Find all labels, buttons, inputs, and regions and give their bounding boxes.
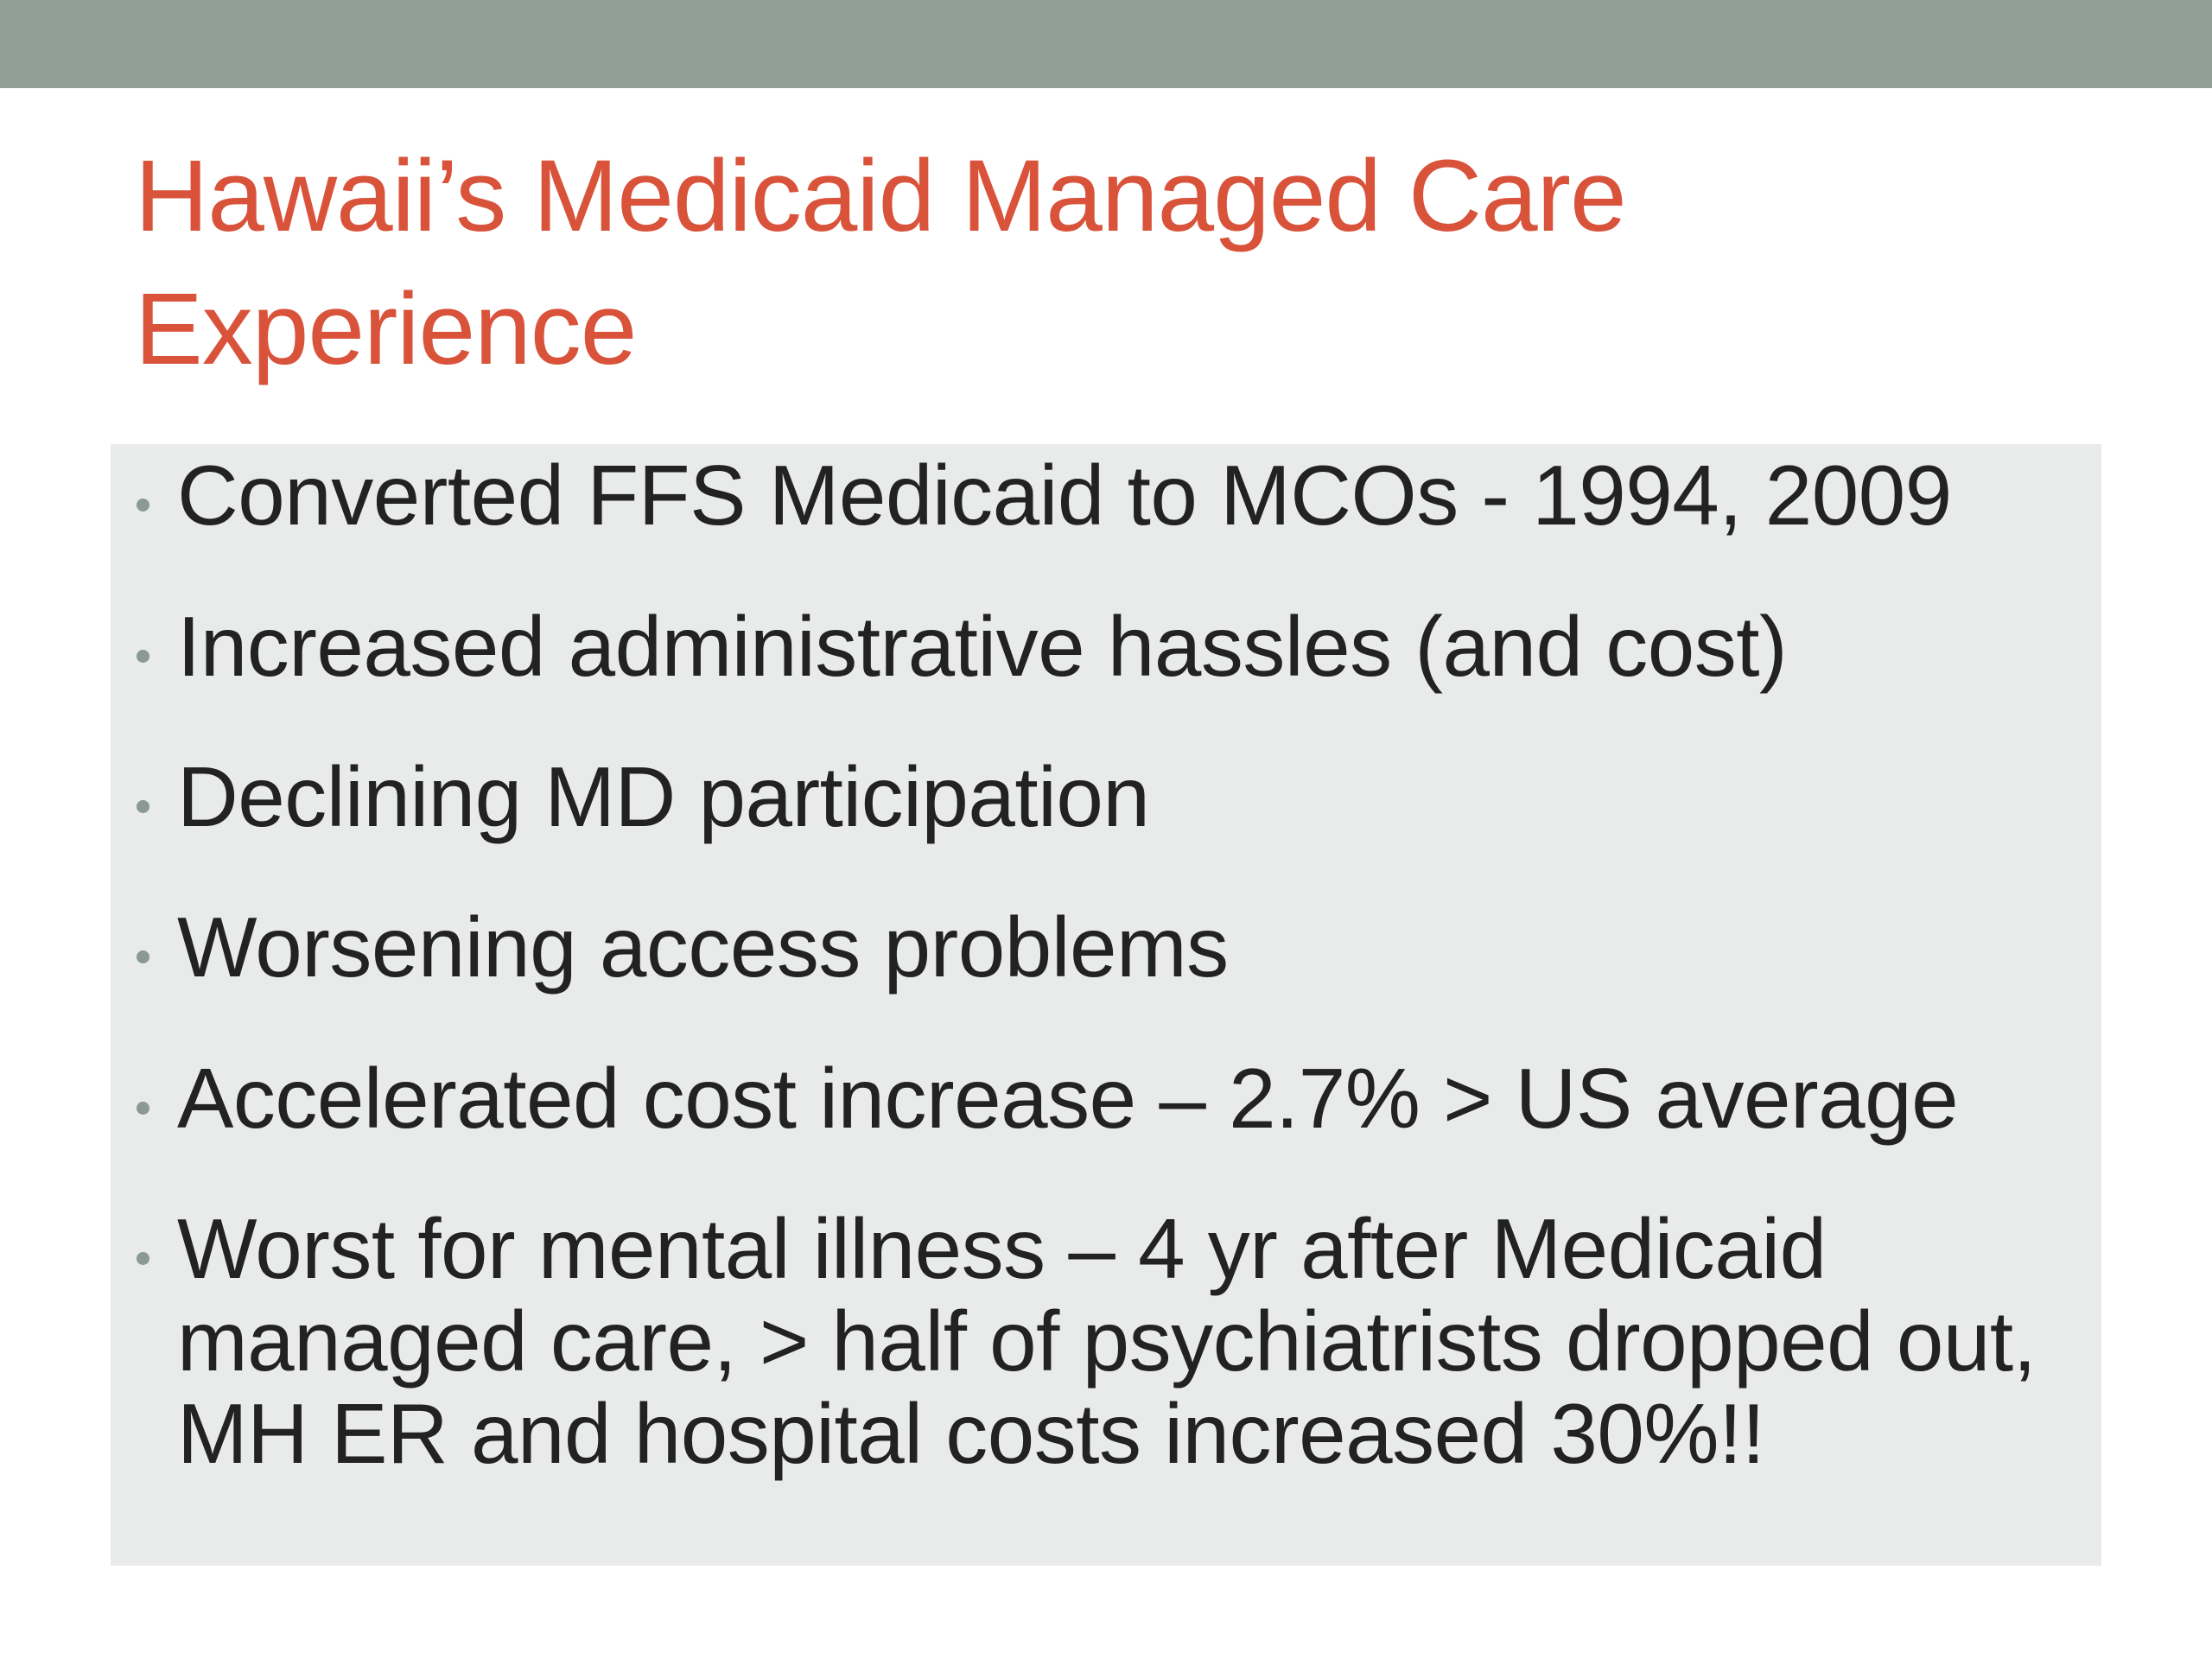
- bullet-text: Worst for mental illness – 4 yr after Me…: [177, 1201, 2037, 1481]
- bullet-text: Converted FFS Medicaid to MCOs - 1994, 2…: [177, 448, 1952, 543]
- bullet-text: Declining MD participation: [177, 749, 1150, 844]
- bullet-text: Accelerated cost increase – 2.7% > US av…: [177, 1051, 1959, 1146]
- bullet-dot-icon: [137, 950, 149, 963]
- bullet-text: Increased administrative hassles (and co…: [177, 599, 1788, 694]
- bullet-dot-icon: [137, 650, 149, 663]
- bullet-dot-icon: [137, 1252, 149, 1265]
- slide-title: Hawaii’s Medicaid Managed Care Experienc…: [135, 139, 1627, 386]
- bullet-dot-icon: [137, 1102, 149, 1115]
- bullet-text: Worsening access problems: [177, 899, 1229, 995]
- content-panel: Converted FFS Medicaid to MCOs - 1994, 2…: [111, 444, 2101, 1566]
- bullet-dot-icon: [137, 800, 149, 813]
- bullet-dot-icon: [137, 499, 149, 512]
- top-accent-bar: [0, 0, 2212, 88]
